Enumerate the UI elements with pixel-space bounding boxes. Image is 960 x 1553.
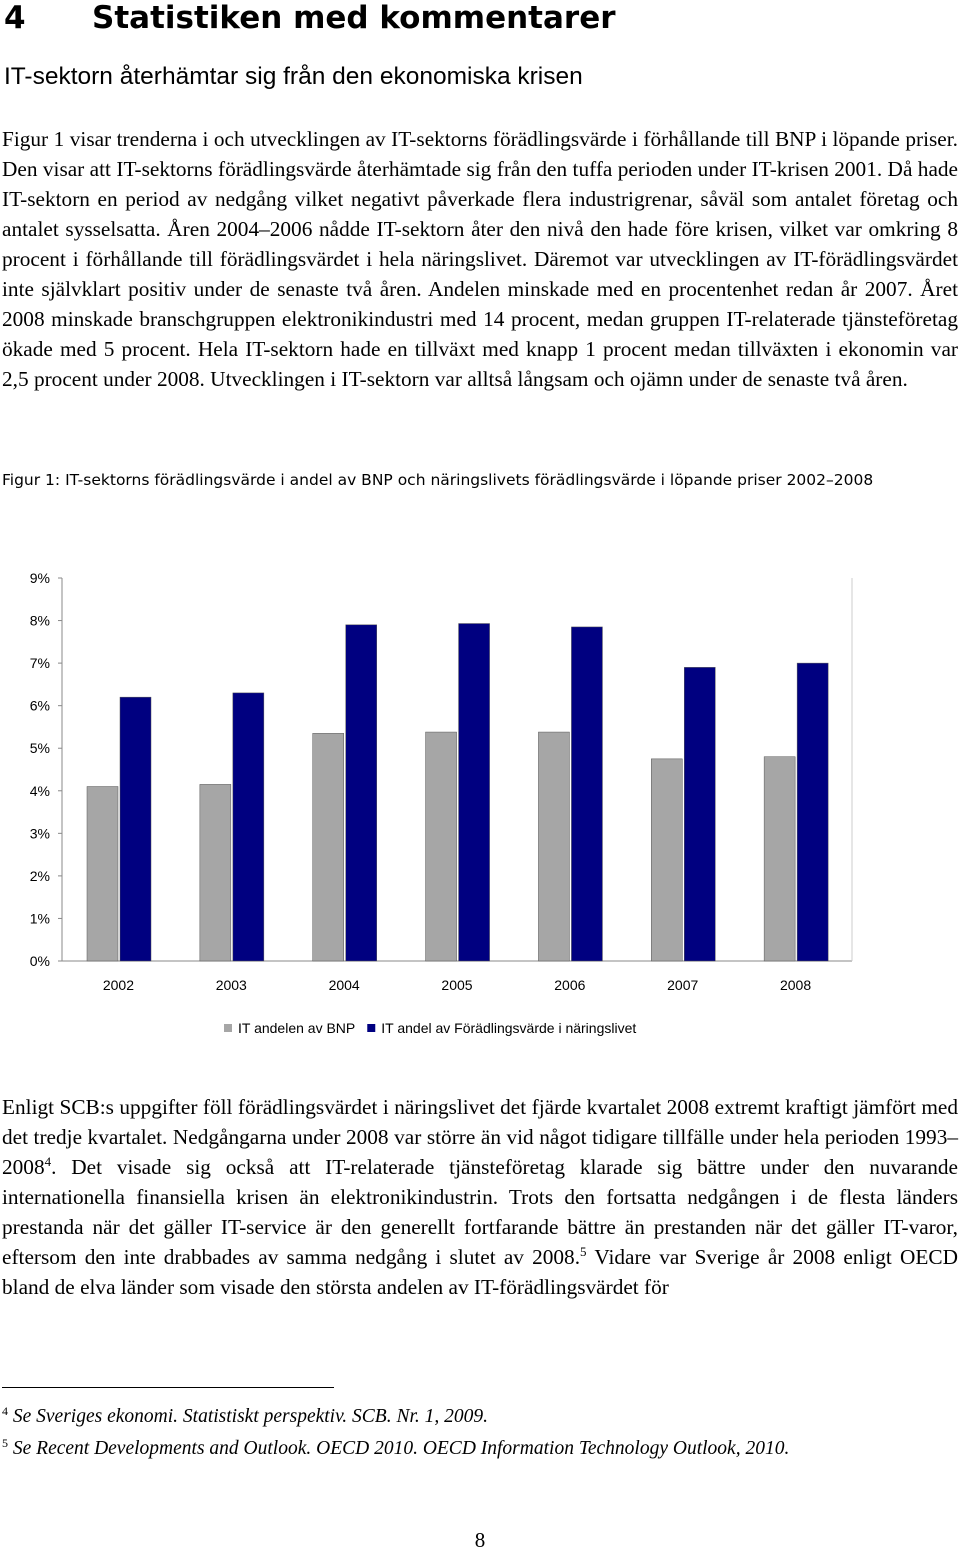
x-tick-label: 2003 (216, 977, 247, 993)
section-number: 4 (4, 0, 26, 36)
y-tick-label: 2% (30, 868, 50, 884)
x-tick-label: 2006 (554, 977, 585, 993)
section-title: Statistiken med kommentarer (92, 0, 616, 36)
y-tick-label: 0% (30, 953, 50, 969)
bar-bnp-2002 (86, 786, 119, 962)
footnotes: 4 Se Sveriges ekonomi. Statistiskt persp… (2, 1398, 958, 1462)
footnote-text: Se Recent Developments and Outlook. OECD… (8, 1438, 790, 1459)
chart-legend: IT andelen av BNP IT andel av Förädlingsv… (224, 1020, 636, 1036)
x-tick-label: 2007 (667, 977, 698, 993)
footnote-ref-5[interactable]: 5 (580, 1244, 587, 1259)
page-number: 8 (474, 1528, 486, 1552)
bar-bnp-2004 (312, 733, 344, 962)
footnote-separator (2, 1387, 334, 1388)
bar-naringsliv-2008 (796, 662, 829, 962)
bar-naringsliv-2004 (345, 624, 377, 962)
section-heading: 4 Statistiken med kommentarer (4, 0, 954, 36)
paragraph-2-part-3: Vidare var Sverige år 2008 enligt OECD b… (2, 1245, 958, 1299)
subsection-heading: IT-sektorn återhämtar sig från den ekono… (4, 63, 583, 90)
paragraph-2-part-2: . Det visade sig också att IT-relaterade… (2, 1155, 958, 1269)
bar-bnp-2005 (425, 731, 457, 962)
body-paragraph-1: Figur 1 visar trenderna i och utveckling… (2, 127, 958, 391)
bar-bnp-2008 (763, 756, 796, 962)
bar-bnp-2007 (651, 758, 683, 962)
x-tick-label: 2002 (103, 977, 134, 993)
y-tick-label: 3% (30, 825, 50, 841)
footnote-5: 5 Se Recent Developments and Outlook. OE… (2, 1430, 958, 1462)
bar-chart: 0% 1% 2% 3% 4% 5% 6% 7% 8% 9% 2002 2003 2004 2005 2006… (30, 570, 853, 1036)
body-paragraph-2: Enligt SCB:s uppgifter föll förädlingsvä… (2, 1092, 958, 1302)
footnote-4: 4 Se Sveriges ekonomi. Statistiskt persp… (2, 1398, 958, 1430)
bar-naringsliv-2006 (571, 626, 603, 962)
y-tick-label: 7% (30, 655, 50, 671)
chart-labels: 0% 1% 2% 3% 4% 5% 6% 7% 8% 9% 2002 2003 2004 2005 2006… (30, 570, 812, 993)
bar-bnp-2006 (538, 731, 570, 962)
bar-naringsliv-2002 (119, 696, 152, 962)
y-tick-label: 8% (30, 613, 50, 629)
footnote-text: Se Sveriges ekonomi. Statistiskt perspek… (8, 1406, 489, 1427)
y-tick-label: 6% (30, 698, 50, 714)
legend-label: IT andelen av BNP (238, 1020, 355, 1036)
x-tick-label: 2004 (329, 977, 360, 993)
legend-swatch (224, 1024, 232, 1032)
bar-naringsliv-2007 (684, 667, 716, 962)
y-tick-label: 5% (30, 740, 50, 756)
bar-bnp-2003 (199, 784, 232, 962)
bar-naringsliv-2003 (232, 692, 265, 962)
footnote-number: 4 (2, 1404, 8, 1418)
footnote-ref-4[interactable]: 4 (44, 1154, 52, 1169)
legend-swatch (367, 1024, 376, 1032)
footnote-number: 5 (2, 1436, 8, 1450)
chart-bars (86, 623, 829, 962)
bar-naringsliv-2005 (458, 623, 490, 962)
legend-label: IT andel av Förädlingsvärde i näringsliv… (381, 1020, 636, 1036)
paragraph-2-part-1: Enligt SCB:s uppgifter föll förädlingsvä… (2, 1095, 958, 1179)
x-tick-label: 2008 (780, 977, 811, 993)
y-tick-label: 1% (30, 910, 50, 926)
x-tick-label: 2005 (441, 977, 472, 993)
figure-caption: Figur 1: IT-sektorns förädlingsvärde i a… (2, 471, 874, 489)
y-tick-label: 4% (30, 783, 50, 799)
y-tick-label: 9% (30, 570, 50, 586)
chart-axes (58, 577, 853, 962)
